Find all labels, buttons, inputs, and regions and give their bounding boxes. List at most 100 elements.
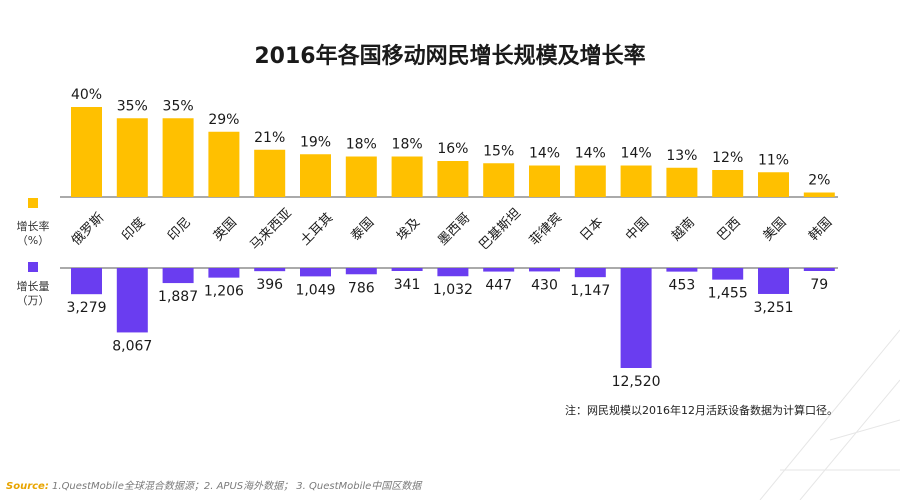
volume-label: 3,251: [753, 300, 793, 316]
rate-bar: [116, 118, 148, 197]
legend-volume-line1: 增长量: [16, 280, 50, 293]
volume-bar: [574, 268, 606, 278]
volume-label: 430: [531, 277, 558, 293]
category-label: 巴西: [715, 215, 744, 244]
rate-label: 18%: [392, 137, 423, 153]
rate-bar: [345, 156, 377, 197]
rate-label: 40%: [71, 87, 102, 103]
rate-label: 14%: [575, 146, 606, 162]
volume-bar: [300, 268, 331, 277]
volume-bar: [620, 268, 652, 368]
rate-label: 2%: [808, 173, 830, 189]
volume-bar: [666, 268, 698, 272]
volume-label: 447: [485, 278, 512, 294]
rate-label: 18%: [346, 137, 377, 153]
legend-volume-line2: （万）: [16, 294, 50, 307]
legend-volume-swatch: [28, 262, 38, 272]
source-text: 1.QuestMobile全球混合数据源；2. APUS海外数据； 3. Que…: [48, 481, 422, 492]
rate-bar: [620, 165, 652, 197]
category-label: 越南: [668, 214, 698, 244]
decorative-lines: [759, 329, 900, 500]
volume-bar: [345, 268, 377, 275]
category-label: 墨西哥: [435, 210, 473, 248]
volume-bar: [71, 268, 102, 295]
category-label: 韩国: [806, 215, 835, 244]
rate-bar: [758, 172, 789, 197]
category-label: 英国: [211, 215, 240, 244]
volume-bar: [208, 268, 240, 278]
rate-label: 15%: [483, 143, 514, 159]
rate-label: 12%: [712, 150, 743, 166]
rate-bar: [71, 107, 102, 197]
volume-label: 786: [348, 280, 375, 296]
rate-bar: [529, 165, 560, 197]
legend-rate-line2: （%）: [16, 234, 50, 247]
footnote: 注：网民规模以2016年12月活跃设备数据为计算口径。: [565, 404, 838, 417]
rate-label: 35%: [163, 98, 194, 114]
rate-label: 35%: [117, 98, 148, 114]
rate-bar: [483, 163, 515, 197]
volume-label: 79: [810, 277, 828, 293]
category-label: 土耳其: [298, 210, 336, 248]
volume-label: 341: [394, 277, 421, 293]
volume-label: 1,455: [708, 286, 748, 302]
source-note: Source: 1.QuestMobile全球混合数据源；2. APUS海外数据…: [6, 477, 421, 492]
volume-label: 12,520: [612, 374, 661, 390]
rate-bar: [437, 161, 469, 197]
category-label: 俄罗斯: [69, 210, 107, 248]
volume-label: 453: [669, 278, 696, 294]
volume-label: 8,067: [112, 338, 152, 354]
volume-label: 396: [256, 277, 283, 293]
rate-bar: [162, 118, 194, 197]
category-label: 印尼: [165, 215, 194, 244]
rate-bar: [803, 192, 835, 197]
category-label: 巴基斯坦: [477, 206, 524, 253]
category-label: 马来西亚: [248, 206, 295, 253]
legend-rate-swatch: [28, 198, 38, 208]
rate-bar: [300, 154, 331, 197]
rate-label: 14%: [621, 146, 652, 162]
rate-label: 13%: [666, 148, 697, 164]
rate-label: 19%: [300, 134, 331, 150]
volume-bar: [254, 268, 286, 272]
rate-label: 16%: [437, 141, 468, 157]
volume-bar: [712, 268, 744, 280]
rate-label: 14%: [529, 146, 560, 162]
volume-bar: [758, 268, 789, 294]
rate-bar: [666, 167, 698, 197]
source-label: Source:: [6, 481, 49, 492]
rate-bar: [574, 165, 606, 197]
volume-label: 1,049: [295, 282, 335, 298]
volume-bar: [483, 268, 515, 272]
volume-bar: [116, 268, 148, 333]
volume-bar: [162, 268, 194, 284]
volume-bar: [529, 268, 560, 272]
volume-label: 1,887: [158, 289, 198, 305]
volume-bar: [803, 268, 835, 271]
volume-label: 1,032: [433, 282, 473, 298]
volume-label: 1,206: [204, 284, 244, 300]
volume-label: 3,279: [66, 300, 106, 316]
rate-bar: [391, 156, 423, 197]
category-label: 埃及: [394, 215, 423, 244]
rate-label: 21%: [254, 130, 285, 146]
category-label: 美国: [761, 215, 790, 244]
volume-label: 1,147: [570, 283, 610, 299]
category-label: 中国: [623, 215, 652, 244]
rate-bar: [208, 131, 240, 197]
volume-bar: [391, 268, 423, 271]
volume-bar: [437, 268, 469, 277]
chart-title: 2016年各国移动网民增长规模及增长率: [254, 44, 646, 69]
category-label: 印度: [119, 214, 149, 244]
rate-label: 11%: [758, 152, 789, 168]
legend-volume-label: 增长量 （万）: [13, 280, 53, 308]
rate-bar: [254, 149, 286, 197]
category-label: 日本: [577, 215, 606, 244]
legend-rate-label: 增长率 （%）: [13, 220, 53, 248]
rate-label: 29%: [208, 112, 239, 128]
category-label: 泰国: [348, 215, 377, 244]
rate-bar: [712, 170, 744, 197]
legend-rate-line1: 增长率: [16, 220, 50, 233]
category-label: 菲律宾: [526, 210, 565, 249]
